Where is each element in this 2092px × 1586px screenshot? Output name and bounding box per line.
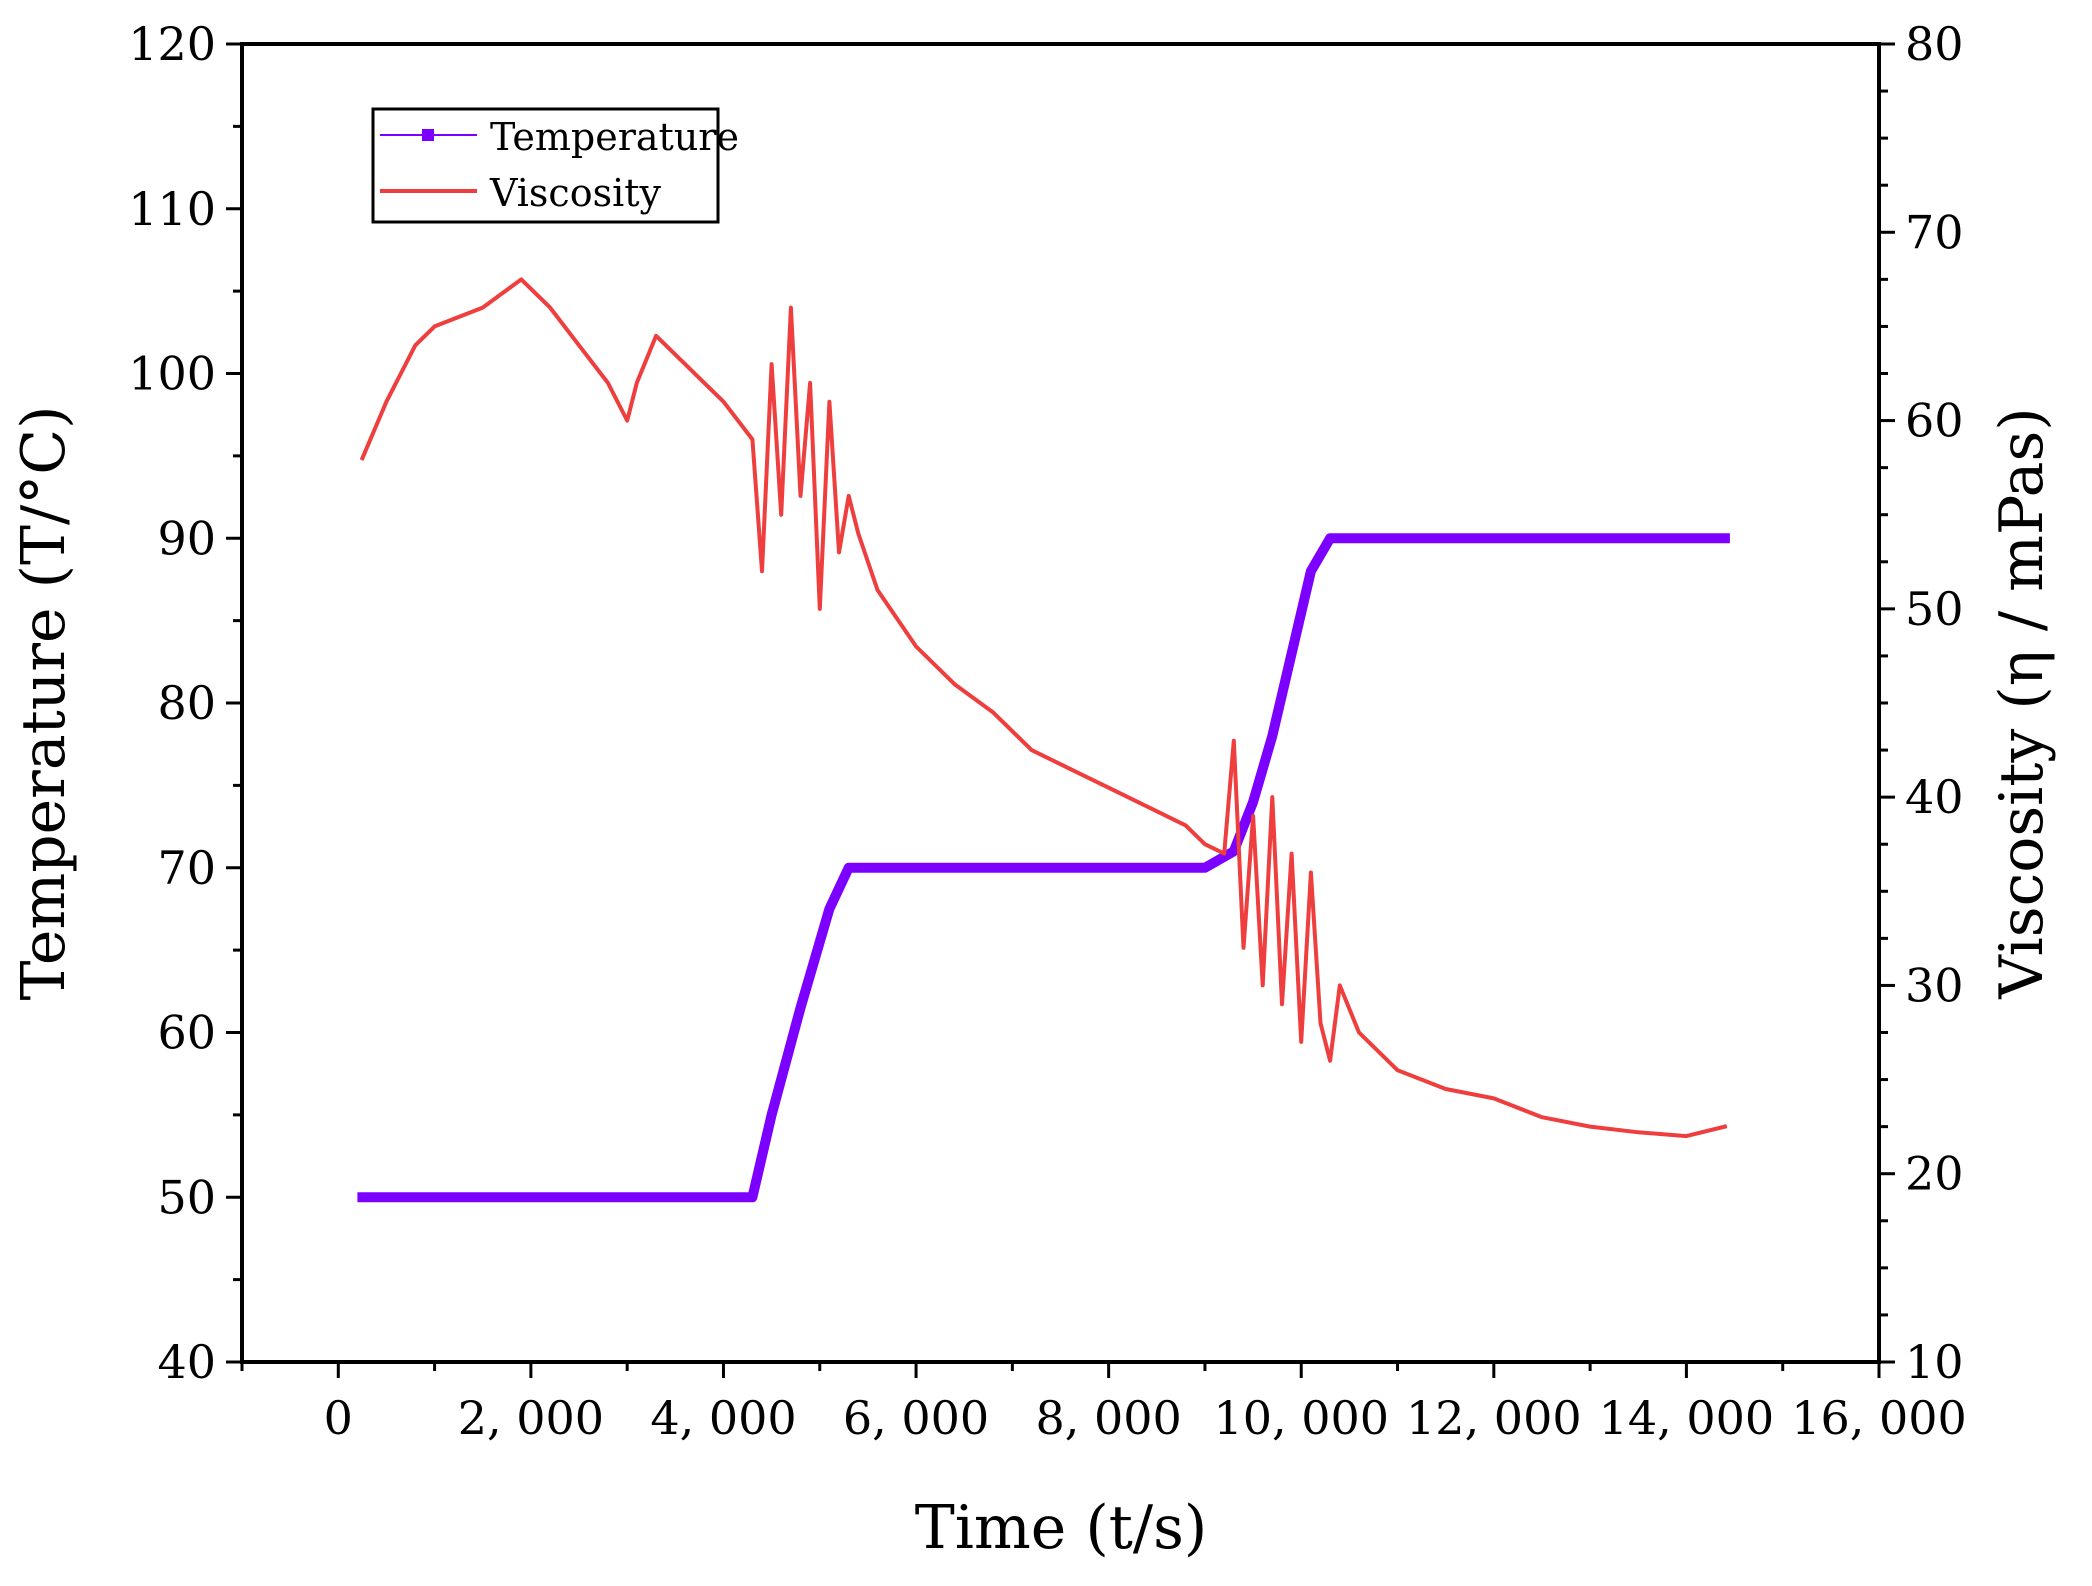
x-tick-label: 8, 000 <box>1035 1391 1181 1445</box>
y-left-tick-label: 60 <box>157 1006 216 1060</box>
series-layer <box>357 277 1730 1203</box>
y-left-tick-label: 90 <box>157 511 216 565</box>
x-tick-label: 14, 000 <box>1599 1391 1775 1445</box>
viscosity-series-line <box>359 277 1728 1139</box>
y-left-tick-label: 120 <box>128 17 216 71</box>
y-right-tick-label: 30 <box>1905 958 1964 1012</box>
x-tick-label: 0 <box>324 1391 353 1445</box>
y-right-tick-label: 40 <box>1905 770 1964 824</box>
y-right-axis-title: Viscosity (η / mPas) <box>1987 407 2057 999</box>
y-right-tick-label: 50 <box>1905 582 1964 636</box>
y-left-tick-label: 80 <box>157 676 216 730</box>
x-tick-label: 6, 000 <box>843 1391 989 1445</box>
x-tick-label: 16, 000 <box>1791 1391 1967 1445</box>
labels-layer: 0 2, 000 4, 000 6, 000 8, 000 10, 000 12, 000 1… <box>128 17 1967 1445</box>
x-tick-label: 4, 000 <box>650 1391 796 1445</box>
x-tick-label: 12, 000 <box>1406 1391 1582 1445</box>
plot-frame <box>240 42 1881 1364</box>
x-axis-title: Time (t/s) <box>915 1493 1208 1563</box>
y-left-tick-label: 70 <box>157 841 216 895</box>
legend-temperature-label: Temperature <box>490 115 739 159</box>
temperature-series-line <box>357 533 1730 1203</box>
y-left-tick-label: 50 <box>157 1170 216 1224</box>
y-left-tick-label: 100 <box>128 347 216 401</box>
y-right-tick-label: 80 <box>1905 17 1964 71</box>
y-right-tick-label: 60 <box>1905 394 1964 448</box>
legend: Temperature Viscosity <box>371 107 739 224</box>
y-right-tick-label: 70 <box>1905 205 1964 259</box>
legend-viscosity-label: Viscosity <box>489 171 662 215</box>
y-right-tick-label: 20 <box>1905 1147 1964 1201</box>
x-tick-label: 2, 000 <box>458 1391 604 1445</box>
y-left-axis-title: Temperature (T/°C) <box>9 405 79 1000</box>
y-left-tick-label: 40 <box>157 1335 216 1389</box>
legend-box <box>371 107 720 224</box>
y-right-tick-label: 10 <box>1905 1335 1964 1389</box>
y-left-tick-label: 110 <box>128 182 216 236</box>
x-tick-label: 10, 000 <box>1213 1391 1389 1445</box>
legend-temperature-marker <box>422 129 434 141</box>
